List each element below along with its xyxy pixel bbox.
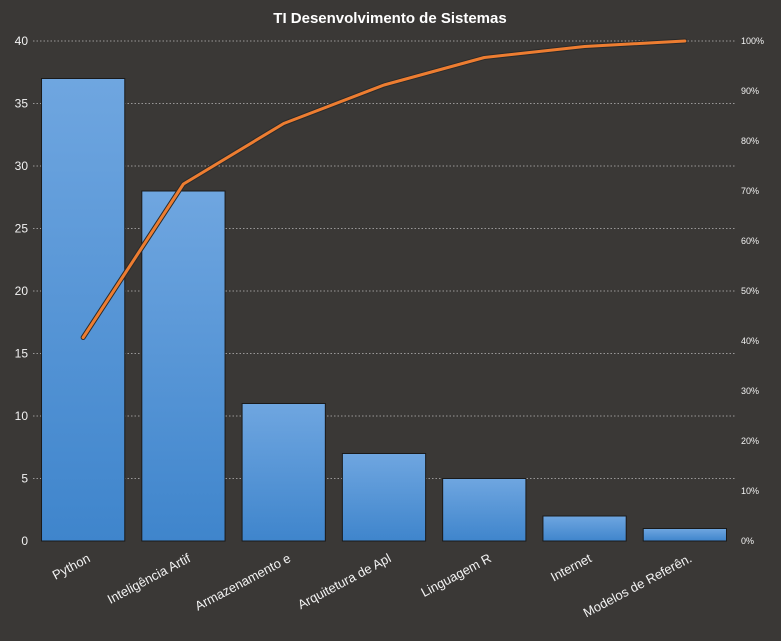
y-tick-label: 35: [15, 97, 29, 111]
y2-tick-label: 90%: [741, 86, 759, 96]
bar: [542, 515, 627, 542]
y2-tick-label: 30%: [741, 386, 759, 396]
y2-tick-label: 0%: [741, 536, 754, 546]
y2-tick-label: 20%: [741, 436, 759, 446]
y-tick-label: 30: [15, 159, 29, 173]
y-tick-label: 15: [15, 347, 29, 361]
cumulative-line: [80, 38, 688, 340]
bars: [41, 78, 727, 542]
x-tick-label: Inteligência Artif: [105, 550, 193, 607]
x-tick-label: Internet: [548, 550, 594, 584]
bar: [341, 453, 427, 542]
x-tick-label: Arquitetura de Apl: [295, 550, 393, 612]
x-tick-label: Armazenamento e: [192, 550, 293, 613]
y2-tick-label: 60%: [741, 236, 759, 246]
y2-tick-label: 80%: [741, 136, 759, 146]
gridlines: [33, 40, 735, 479]
x-tick-label: Modelos de Referên.: [581, 550, 695, 620]
y-axis-right: 0% 10% 20% 30% 40% 50% 60% 70% 80% 90% 100%: [741, 36, 764, 546]
y2-tick-label: 100%: [741, 36, 764, 46]
y-tick-label: 0: [21, 534, 28, 548]
bar: [41, 78, 126, 542]
y-tick-label: 20: [15, 284, 29, 298]
cumulative-line-path: [81, 39, 687, 339]
y2-tick-label: 40%: [741, 336, 759, 346]
x-tick-label: Linguagem R: [418, 550, 493, 600]
y-axis-left: 0 5 10 15 20 25 30 35 40: [15, 34, 29, 548]
bar: [642, 528, 727, 542]
x-tick-label: Python: [50, 550, 93, 582]
y-tick-label: 5: [21, 472, 28, 486]
y2-tick-label: 70%: [741, 186, 759, 196]
bar: [442, 478, 527, 542]
bar: [241, 403, 326, 542]
y2-tick-label: 10%: [741, 486, 759, 496]
y-tick-label: 10: [15, 409, 29, 423]
y2-tick-label: 50%: [741, 286, 759, 296]
chart-title: TI Desenvolvimento de Sistemas: [273, 10, 506, 27]
y-tick-label: 25: [15, 222, 29, 236]
bar: [141, 190, 226, 542]
y-tick-label: 40: [15, 34, 29, 48]
